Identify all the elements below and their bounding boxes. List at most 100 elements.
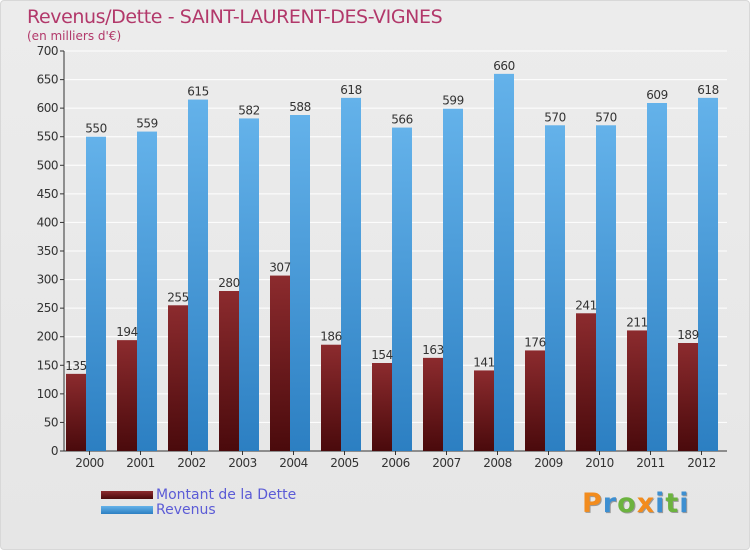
data-label-dette-2009: 176 xyxy=(524,335,545,349)
y-tick-label-400: 400 xyxy=(37,215,58,229)
x-tick-label-2008: 2008 xyxy=(483,456,512,470)
logo-letter: o xyxy=(617,488,637,519)
axes: 0 50 100 150 200 250 300 350 400 450 500 550 600 650 7… xyxy=(37,44,727,470)
logo-letter: i xyxy=(679,488,690,519)
bar-dette-2004 xyxy=(270,275,290,451)
legend: Montant de la Dette Revenus xyxy=(101,486,297,518)
bar-revenus-2011 xyxy=(647,103,667,451)
bar-dette-2012 xyxy=(678,343,698,451)
bar-revenus-2010 xyxy=(596,125,616,452)
bar-revenus-2006 xyxy=(392,127,412,452)
chart-subtitle: (en milliers d'€) xyxy=(27,29,122,43)
data-label-revenus-2003: 582 xyxy=(238,103,259,117)
data-label-dette-2010: 241 xyxy=(575,298,596,312)
x-tick-label-2012: 2012 xyxy=(687,456,716,470)
bar-revenus-2002 xyxy=(188,99,208,452)
x-tick-label-2007: 2007 xyxy=(432,456,461,470)
y-tick-label-0: 0 xyxy=(51,444,58,458)
y-tick-label-150: 150 xyxy=(37,358,58,372)
data-label-dette-2001: 194 xyxy=(116,325,137,339)
logo-letter: r xyxy=(602,488,618,519)
x-tick-label-2011: 2011 xyxy=(636,456,665,470)
bar-revenus-2012 xyxy=(698,97,718,451)
logo-letter: i xyxy=(655,488,666,519)
bar-dette-2011 xyxy=(627,330,647,451)
logo-letter: x xyxy=(636,488,656,519)
data-label-dette-2012: 189 xyxy=(677,328,698,342)
data-label-dette-2002: 255 xyxy=(167,290,188,304)
legend-item-revenus: Revenus xyxy=(101,501,296,518)
legend-label-dette: Montant de la Dette xyxy=(156,486,297,503)
data-label-revenus-2006: 566 xyxy=(391,113,412,127)
y-tick-label-650: 650 xyxy=(37,73,58,87)
y-tick-label-100: 100 xyxy=(37,387,58,401)
x-tick-label-2010: 2010 xyxy=(585,456,614,470)
data-label-revenus-2010: 570 xyxy=(595,110,616,124)
y-tick-label-550: 550 xyxy=(37,130,58,144)
y-tick-label-200: 200 xyxy=(37,330,58,344)
bar-revenus-2005 xyxy=(341,97,361,451)
x-tick-label-2001: 2001 xyxy=(126,456,155,470)
bar-dette-2008 xyxy=(474,370,494,451)
y-tick-label-700: 700 xyxy=(37,44,58,58)
bar-dette-2002 xyxy=(168,305,188,451)
y-tick-label-600: 600 xyxy=(37,101,58,115)
data-label-revenus-2009: 570 xyxy=(544,110,565,124)
data-label-revenus-2001: 559 xyxy=(136,117,157,131)
y-tick-label-450: 450 xyxy=(37,187,58,201)
logo-letter: P xyxy=(582,488,603,519)
chart-title: Revenus/Dette - SAINT-LAURENT-DES-VIGNES xyxy=(27,6,443,28)
bar-dette-2009 xyxy=(525,350,545,451)
proxiti-logo: Proxiti xyxy=(582,488,690,519)
data-label-dette-2003: 280 xyxy=(218,276,239,290)
data-label-dette-2004: 307 xyxy=(269,261,290,275)
data-label-revenus-2008: 660 xyxy=(493,59,514,73)
data-label-dette-2000: 135 xyxy=(65,359,86,373)
bar-revenus-2009 xyxy=(545,125,565,452)
data-label-revenus-2000: 550 xyxy=(85,122,106,136)
x-tick-label-2009: 2009 xyxy=(534,456,563,470)
data-label-dette-2007: 163 xyxy=(422,343,443,357)
y-tick-label-50: 50 xyxy=(44,415,58,429)
y-tick-label-250: 250 xyxy=(37,301,58,315)
data-label-revenus-2011: 609 xyxy=(646,88,667,102)
data-label-dette-2006: 154 xyxy=(371,348,392,362)
data-label-revenus-2005: 618 xyxy=(340,83,361,97)
x-tick-label-2003: 2003 xyxy=(228,456,257,470)
bar-revenus-2008 xyxy=(494,73,514,451)
data-label-revenus-2002: 615 xyxy=(187,85,208,99)
x-tick-label-2004: 2004 xyxy=(279,456,308,470)
bar-revenus-2000 xyxy=(86,136,106,451)
x-tick-label-2000: 2000 xyxy=(75,456,104,470)
bar-dette-2007 xyxy=(423,357,443,451)
legend-swatch-revenus xyxy=(101,505,153,514)
bar-dette-2000 xyxy=(66,373,86,451)
x-tick-label-2002: 2002 xyxy=(177,456,206,470)
data-label-dette-2011: 211 xyxy=(626,315,647,329)
bar-dette-2006 xyxy=(372,363,392,451)
bar-revenus-2003 xyxy=(239,118,259,451)
bar-revenus-2001 xyxy=(137,131,157,452)
legend-item-dette: Montant de la Dette xyxy=(101,486,297,503)
bar-dette-2001 xyxy=(117,340,137,451)
data-label-revenus-2004: 588 xyxy=(289,100,310,114)
legend-label-revenus: Revenus xyxy=(156,501,216,518)
data-label-dette-2008: 141 xyxy=(473,355,494,369)
data-label-revenus-2012: 618 xyxy=(697,83,718,97)
y-tick-label-350: 350 xyxy=(37,244,58,258)
x-tick-label-2006: 2006 xyxy=(381,456,410,470)
data-labels: 135 550 194 559 255 615 280 582 307 588 186 618 154 5… xyxy=(65,59,719,373)
x-tick-label-2005: 2005 xyxy=(330,456,359,470)
data-label-revenus-2007: 599 xyxy=(442,94,463,108)
legend-swatch-dette xyxy=(101,490,153,499)
bar-dette-2005 xyxy=(321,344,341,451)
y-tick-label-300: 300 xyxy=(37,273,58,287)
bars xyxy=(66,73,718,452)
bar-dette-2003 xyxy=(219,291,239,451)
data-label-dette-2005: 186 xyxy=(320,330,341,344)
logo-letter: t xyxy=(665,488,680,519)
bar-revenus-2007 xyxy=(443,108,463,451)
y-tick-label-500: 500 xyxy=(37,158,58,172)
